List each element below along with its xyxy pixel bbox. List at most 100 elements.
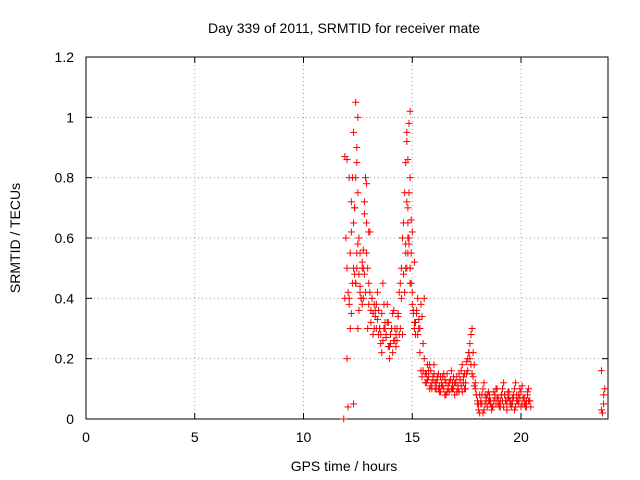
- data-point: [404, 249, 412, 257]
- data-point: [600, 400, 608, 408]
- data-point: [418, 312, 426, 320]
- data-point: [500, 379, 508, 387]
- data-point: [448, 385, 456, 393]
- data-point: [408, 300, 416, 308]
- data-point: [365, 228, 373, 236]
- data-point: [525, 385, 533, 393]
- data-point: [481, 400, 489, 408]
- data-point: [385, 355, 393, 363]
- y-tick-label: 0.8: [55, 170, 75, 186]
- data-point: [404, 204, 412, 212]
- data-point: [522, 403, 530, 411]
- data-point: [344, 403, 352, 411]
- data-point: [402, 264, 410, 272]
- data-point: [459, 379, 467, 387]
- data-point: [378, 309, 386, 317]
- data-point: [350, 264, 358, 272]
- data-point: [351, 270, 359, 278]
- data-point: [422, 379, 430, 387]
- data-point: [409, 306, 417, 314]
- y-tick-label: 0.6: [55, 230, 75, 246]
- data-point: [368, 294, 376, 302]
- data-point: [404, 156, 412, 164]
- data-point: [350, 219, 358, 227]
- axis-ticks: 0 5 10 15 20 0 0.2 0.4 0.6 0.8 1 1.2: [55, 49, 608, 445]
- data-point: [387, 340, 394, 348]
- data-point: [379, 279, 387, 287]
- data-point: [347, 309, 355, 317]
- data-point: [471, 385, 479, 393]
- data-point: [518, 400, 526, 408]
- data-point: [435, 388, 443, 396]
- x-tick-label: 15: [404, 429, 420, 445]
- data-point: [469, 373, 477, 381]
- data-point: [342, 234, 350, 242]
- data-point: [385, 343, 393, 351]
- data-point: [414, 294, 422, 302]
- data-point: [597, 406, 605, 414]
- data-point: [351, 204, 359, 212]
- data-point: [369, 331, 377, 339]
- data-point: [501, 391, 509, 399]
- data-point: [510, 406, 518, 414]
- y-tick-label: 1.2: [55, 49, 75, 65]
- data-point: [509, 391, 517, 399]
- data-point: [471, 379, 479, 387]
- data-point: [378, 349, 386, 357]
- data-point: [360, 210, 368, 218]
- data-point: [343, 355, 351, 363]
- data-point: [350, 128, 358, 136]
- data-point: [524, 388, 532, 396]
- data-point: [431, 385, 439, 393]
- data-point: [356, 249, 364, 257]
- data-point: [341, 294, 349, 302]
- data-point: [373, 315, 381, 323]
- data-point: [427, 382, 435, 390]
- data-point: [599, 409, 607, 417]
- data-point: [479, 409, 487, 417]
- data-point: [360, 270, 368, 278]
- data-point: [467, 331, 475, 339]
- data-point: [482, 394, 490, 402]
- data-point: [470, 382, 478, 390]
- data-point: [466, 340, 474, 348]
- data-point: [492, 400, 500, 408]
- data-point: [415, 315, 423, 323]
- data-point: [514, 397, 522, 405]
- data-point: [479, 385, 487, 393]
- data-point: [438, 382, 446, 390]
- x-tick-label: 20: [513, 429, 529, 445]
- data-point: [364, 325, 372, 332]
- data-point: [499, 397, 507, 405]
- data-point: [377, 331, 385, 339]
- data-point: [392, 343, 400, 351]
- data-point: [430, 370, 438, 378]
- data-point: [421, 370, 429, 378]
- y-tick-label: 0.4: [55, 290, 75, 306]
- data-point: [354, 240, 362, 248]
- data-point: [345, 174, 353, 182]
- data-point: [348, 279, 356, 287]
- data-point: [467, 361, 475, 369]
- data-point: [354, 325, 362, 332]
- data-point: [451, 379, 459, 387]
- data-point: [443, 388, 451, 396]
- data-point: [398, 331, 406, 339]
- data-point: [347, 228, 355, 236]
- data-point: [465, 349, 473, 357]
- data-point: [361, 174, 369, 182]
- data-point: [406, 107, 414, 115]
- data-point: [450, 373, 458, 381]
- data-point: [354, 113, 362, 121]
- data-point: [488, 403, 496, 411]
- data-point: [464, 367, 472, 375]
- data-point: [494, 394, 502, 402]
- data-point: [390, 306, 398, 314]
- data-point: [352, 98, 360, 106]
- data-point: [420, 355, 428, 363]
- data-point: [416, 325, 424, 332]
- data-point: [480, 379, 488, 387]
- data-point: [512, 379, 520, 387]
- data-point: [358, 258, 366, 266]
